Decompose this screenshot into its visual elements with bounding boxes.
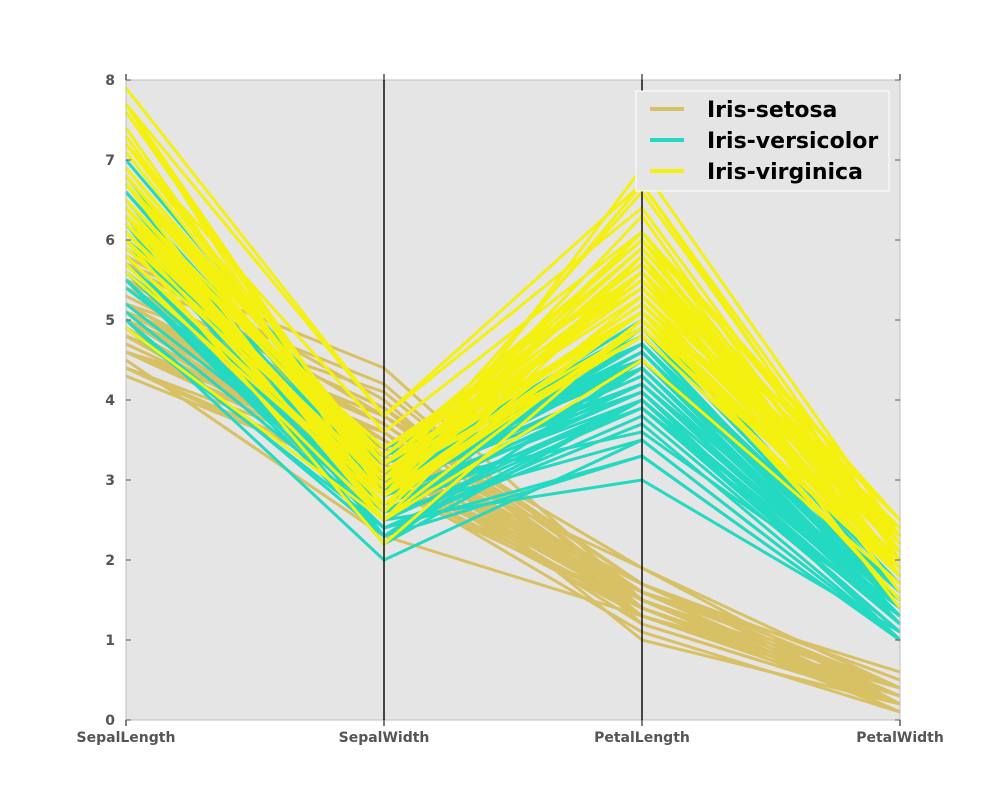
data-line — [124, 239, 902, 602]
legend: Iris-setosa Iris-versicolor Iris-virginica — [635, 90, 890, 192]
legend-label: Iris-setosa — [707, 98, 837, 123]
y-tick-label: 2 — [105, 553, 115, 569]
axis-label-petallength: PetalLength — [594, 730, 690, 746]
y-tick-label: 1 — [105, 633, 115, 649]
y-tick-label: 4 — [105, 393, 115, 409]
data-line — [124, 103, 902, 545]
data-line — [124, 198, 902, 562]
y-tick-label: 5 — [105, 313, 115, 329]
y-tick-label: 6 — [105, 233, 115, 249]
data-line — [124, 182, 902, 530]
axis-label-sepalwidth: SepalWidth — [339, 730, 430, 746]
data-lines — [124, 87, 902, 714]
data-line — [124, 103, 902, 561]
axis-label-petalwidth: PetalWidth — [856, 730, 944, 746]
legend-label: Iris-virginica — [707, 160, 863, 185]
y-tick-label: 3 — [105, 473, 115, 489]
data-line — [124, 254, 902, 570]
y-tick-label: 7 — [105, 153, 115, 169]
axis-label-sepallength: SepalLength — [77, 730, 176, 746]
data-line — [125, 318, 901, 642]
legend-label: Iris-versicolor — [707, 129, 878, 154]
data-line — [125, 310, 901, 634]
y-tick-label: 8 — [105, 73, 115, 89]
y-ticks: 0 1 2 3 4 5 6 7 8 — [105, 73, 900, 729]
data-line — [125, 326, 901, 586]
data-line — [124, 182, 902, 522]
data-line — [124, 278, 901, 618]
data-line — [124, 246, 902, 578]
data-line — [125, 222, 902, 538]
data-line — [124, 142, 902, 522]
y-tick-label: 0 — [105, 713, 115, 729]
series-iris-virginica — [124, 87, 902, 609]
data-line — [124, 278, 901, 642]
data-line — [124, 206, 902, 546]
